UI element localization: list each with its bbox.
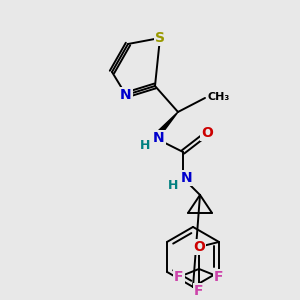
Text: N: N (153, 131, 165, 145)
Text: O: O (201, 126, 213, 140)
Text: CH₃: CH₃ (207, 92, 229, 102)
Text: F: F (214, 270, 224, 284)
Text: H: H (168, 179, 178, 193)
Polygon shape (153, 112, 178, 140)
Text: H: H (140, 140, 150, 152)
Text: N: N (181, 171, 193, 185)
Text: O: O (193, 240, 205, 254)
Text: S: S (155, 31, 165, 45)
Text: F: F (174, 270, 184, 284)
Text: F: F (194, 284, 204, 298)
Text: N: N (120, 88, 132, 102)
